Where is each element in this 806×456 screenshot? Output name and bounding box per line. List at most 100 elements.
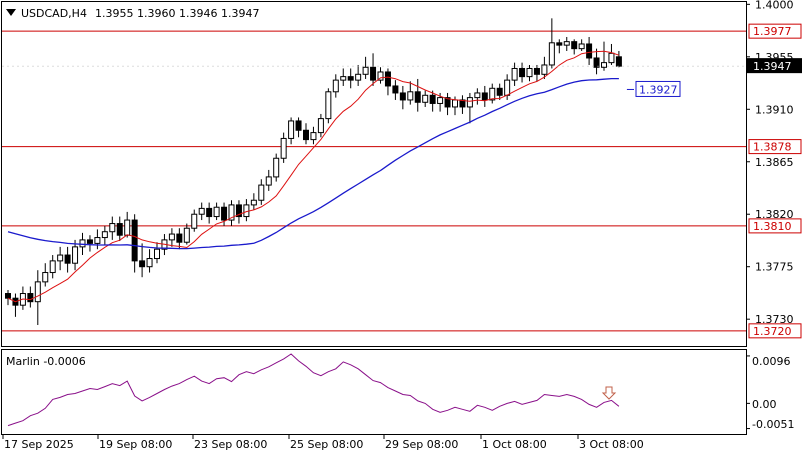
bull-candle (325, 91, 332, 120)
bull-candle (563, 41, 570, 46)
level-label: 1.3810 (753, 220, 792, 233)
bear-candle (481, 92, 488, 101)
bull-candle (250, 199, 257, 206)
bear-candle (496, 87, 503, 96)
bear-candle (27, 293, 34, 303)
price-tick-label: 1.3865 (755, 156, 794, 169)
price-tick-label: 1.4000 (755, 0, 794, 11)
bull-candle (422, 94, 429, 103)
symbol-timeframe: USDCAD,H4 (21, 7, 87, 20)
bear-candle (370, 66, 377, 81)
bull-candle (310, 132, 317, 141)
level-label-box (748, 218, 802, 234)
bull-candle (124, 219, 131, 236)
bull-candle (288, 120, 295, 139)
bull-candle (72, 246, 79, 264)
ma-label-text: 1.3927 (639, 83, 678, 96)
price-tick-label: 1.3910 (755, 103, 794, 116)
level-label-box (748, 323, 802, 339)
bear-candle (593, 57, 600, 68)
level-label: 1.3977 (753, 25, 792, 38)
bull-candle (146, 258, 153, 268)
bull-candle (489, 87, 496, 101)
bear-candle (459, 99, 466, 108)
current-price-text: 1.3947 (753, 60, 792, 73)
fast-moving-average-line (7, 50, 620, 303)
bull-candle (168, 233, 175, 241)
bear-candle (295, 120, 302, 131)
bull-candle (332, 79, 339, 93)
bull-candle (109, 223, 116, 233)
bull-candle (526, 67, 533, 78)
indicator-tick-bottom: -0.0051 (752, 418, 794, 431)
current-price-label: 1.3947 (2, 58, 802, 74)
price-tick-label: 1.3820 (755, 208, 794, 221)
bull-candle (608, 52, 615, 64)
level-label: 1.3878 (753, 141, 792, 154)
bull-candle (198, 207, 205, 215)
indicator-tick-zero: 0.00 (752, 398, 777, 411)
bear-candle (5, 293, 11, 299)
bull-candle (49, 260, 56, 274)
bear-candle (131, 219, 138, 262)
bull-candle (154, 248, 160, 260)
bull-candle (42, 272, 49, 283)
bull-candle (317, 118, 324, 134)
bear-candle (221, 206, 228, 221)
bear-candle (429, 94, 436, 104)
indicator-label: Marlin -0.0006 (6, 355, 86, 368)
bull-candle (452, 99, 458, 108)
bear-candle (444, 97, 451, 108)
time-tick-label: 1 Oct 08:00 (482, 438, 547, 451)
bull-candle (407, 91, 414, 101)
bull-candle (355, 73, 362, 81)
bull-candle (377, 71, 384, 81)
time-tick-label: 19 Sep 08:00 (99, 438, 172, 451)
time-tick-label: 3 Oct 08:00 (579, 438, 644, 451)
bull-candle (213, 206, 220, 218)
bear-candle (303, 129, 309, 141)
slow-ma-price-label: 1.3927 (626, 80, 681, 97)
bear-candle (116, 223, 123, 236)
bear-candle (64, 254, 71, 264)
bull-candle (511, 67, 518, 81)
indicator-panel (1, 349, 747, 435)
bear-candle (519, 67, 526, 78)
bull-candle (504, 79, 511, 96)
bear-candle (414, 91, 421, 103)
price-axis: 1.40001.39551.39101.38651.38201.37751.37… (746, 0, 794, 326)
bull-candle (34, 281, 41, 303)
bull-candle (265, 176, 272, 186)
bear-candle (235, 204, 242, 218)
bull-candle (79, 239, 86, 248)
current-price-box (747, 58, 802, 74)
down-arrow-icon (601, 386, 617, 400)
time-tick-label: 17 Sep 2025 (4, 438, 74, 451)
bull-candle (183, 227, 190, 243)
bear-candle (384, 71, 391, 87)
bear-candle (571, 41, 578, 50)
bear-candle (399, 92, 406, 101)
bear-candle (615, 56, 622, 67)
bull-candle (437, 97, 444, 104)
bear-candle (556, 42, 563, 46)
bear-candle (86, 239, 93, 244)
level-label-box (748, 23, 802, 39)
bull-candle (541, 64, 548, 75)
ohlc-values: 1.3955 1.3960 1.3946 1.3947 (95, 7, 259, 20)
bear-candle (176, 233, 183, 243)
bull-candle (601, 62, 607, 68)
bull-candle (57, 254, 64, 262)
indicator-tick-top: 0.0096 (752, 355, 791, 368)
bull-candle (191, 213, 198, 229)
bear-candle (347, 76, 354, 81)
candlestick-series (5, 18, 622, 326)
bull-candle (280, 137, 287, 159)
bear-candle (206, 207, 213, 218)
price-tick-label: 1.3775 (755, 261, 794, 274)
bear-candle (586, 43, 593, 59)
bull-candle (578, 43, 585, 50)
bull-candle (94, 237, 101, 244)
triangle-down-icon[interactable] (6, 9, 16, 16)
